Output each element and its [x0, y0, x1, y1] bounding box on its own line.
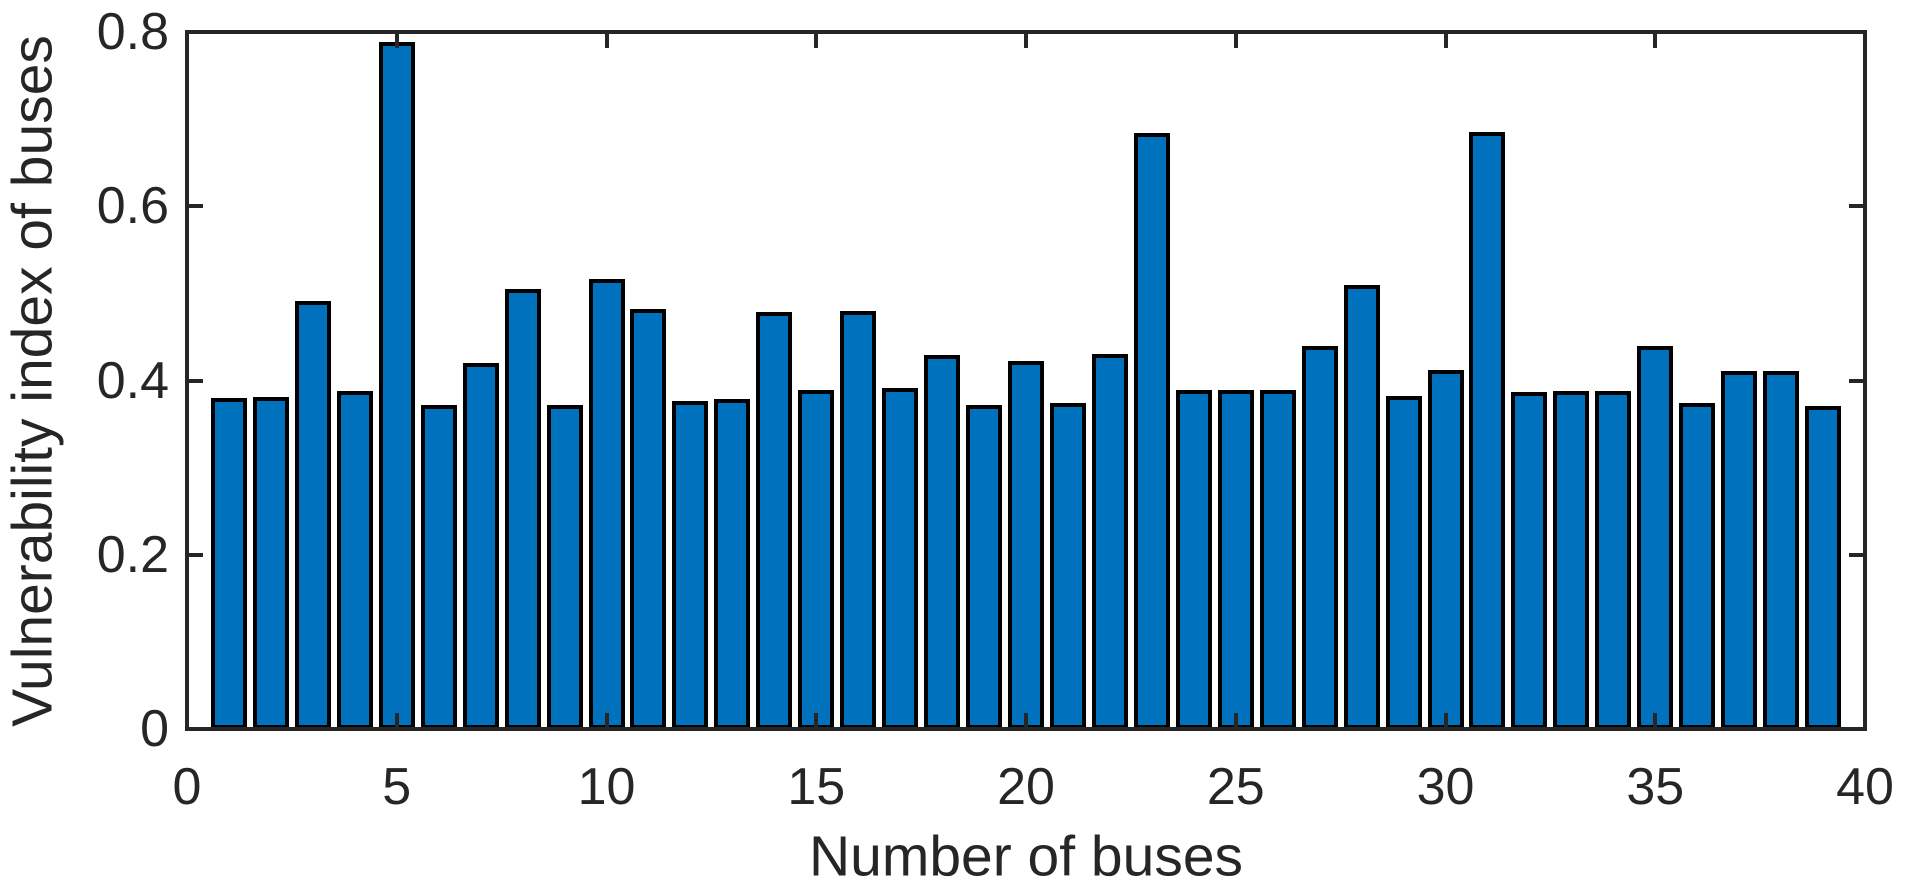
bar-33: [1553, 390, 1590, 729]
x-tick-label-5: 5: [382, 758, 412, 816]
bar-8: [504, 289, 541, 729]
bar-31: [1469, 132, 1506, 729]
bar-10: [588, 278, 625, 729]
bar-22: [1091, 354, 1128, 729]
bar-7: [462, 363, 499, 729]
bar-2: [252, 397, 289, 729]
bar-14: [756, 311, 793, 729]
x-tick-label-35: 35: [1626, 758, 1685, 816]
x-tick-label-40: 40: [1836, 758, 1894, 816]
bar-24: [1175, 390, 1212, 729]
y-tick-right-0.2: [1849, 552, 1865, 557]
x-tick-label-0: 0: [172, 758, 202, 816]
bar-5: [378, 42, 415, 729]
x-tick-bottom-30: [1443, 713, 1448, 729]
x-tick-top-5: [394, 32, 399, 48]
bar-29: [1385, 396, 1422, 729]
x-tick-top-15: [814, 32, 819, 48]
bar-13: [714, 398, 751, 729]
x-axis-label: Number of buses: [808, 824, 1244, 889]
bar-30: [1427, 370, 1464, 729]
y-tick-left-0.8: [187, 30, 203, 34]
y-tick-right-0: [1849, 727, 1865, 731]
bar-27: [1301, 345, 1338, 729]
y-axis-label: Vulnerability index of buses: [0, 34, 65, 727]
x-tick-label-25: 25: [1206, 758, 1265, 816]
y-tick-label-0.6: 0.6: [96, 177, 169, 236]
bar-17: [882, 388, 919, 729]
bar-28: [1343, 284, 1380, 729]
x-tick-bottom-10: [604, 713, 609, 729]
x-tick-label-10: 10: [577, 758, 636, 816]
bar-26: [1259, 390, 1296, 729]
bar-34: [1595, 390, 1632, 729]
y-tick-left-0: [187, 727, 203, 731]
bar-20: [1008, 361, 1044, 729]
bar-36: [1679, 403, 1716, 729]
x-tick-label-20: 20: [997, 758, 1055, 816]
x-tick-top-25: [1233, 32, 1238, 48]
y-tick-left-0.4: [187, 378, 203, 383]
bar-6: [420, 404, 457, 729]
bar-39: [1805, 405, 1842, 729]
y-tick-label-0.8: 0.8: [96, 3, 169, 61]
y-tick-label-0.2: 0.2: [96, 525, 169, 584]
y-tick-left-0.6: [187, 204, 203, 209]
x-tick-top-30: [1443, 32, 1448, 48]
bar-16: [840, 310, 877, 729]
bar-9: [546, 404, 583, 729]
y-tick-left-0.2: [187, 552, 203, 557]
x-tick-top-0: [185, 32, 189, 48]
x-tick-bottom-35: [1653, 713, 1658, 729]
x-tick-bottom-15: [814, 713, 819, 729]
y-tick-right-0.8: [1849, 30, 1865, 34]
y-tick-label-0: 0: [140, 700, 169, 758]
y-tick-label-0.4: 0.4: [96, 351, 169, 410]
x-tick-label-30: 30: [1416, 758, 1475, 816]
bar-23: [1133, 133, 1170, 729]
x-tick-label-15: 15: [787, 758, 846, 816]
bar-25: [1217, 390, 1254, 729]
bar-3: [294, 301, 331, 729]
x-tick-top-20: [1024, 32, 1028, 48]
y-tick-right-0.6: [1849, 204, 1865, 209]
x-tick-bottom-5: [394, 713, 399, 729]
x-tick-bottom-20: [1024, 713, 1028, 729]
x-tick-bottom-25: [1233, 713, 1238, 729]
x-tick-top-40: [1863, 32, 1867, 48]
bar-32: [1511, 391, 1548, 729]
bar-21: [1049, 403, 1086, 729]
bar-4: [336, 390, 373, 729]
bar-38: [1763, 370, 1800, 729]
bar-12: [672, 400, 709, 729]
bar-18: [924, 355, 961, 729]
y-tick-right-0.4: [1849, 378, 1865, 383]
bar-19: [966, 404, 1003, 729]
bar-37: [1721, 370, 1758, 729]
bar-35: [1637, 345, 1674, 729]
x-tick-top-10: [604, 32, 609, 48]
x-tick-top-35: [1653, 32, 1658, 48]
bar-11: [630, 309, 667, 729]
bar-15: [798, 390, 835, 729]
bar-1: [210, 397, 247, 729]
